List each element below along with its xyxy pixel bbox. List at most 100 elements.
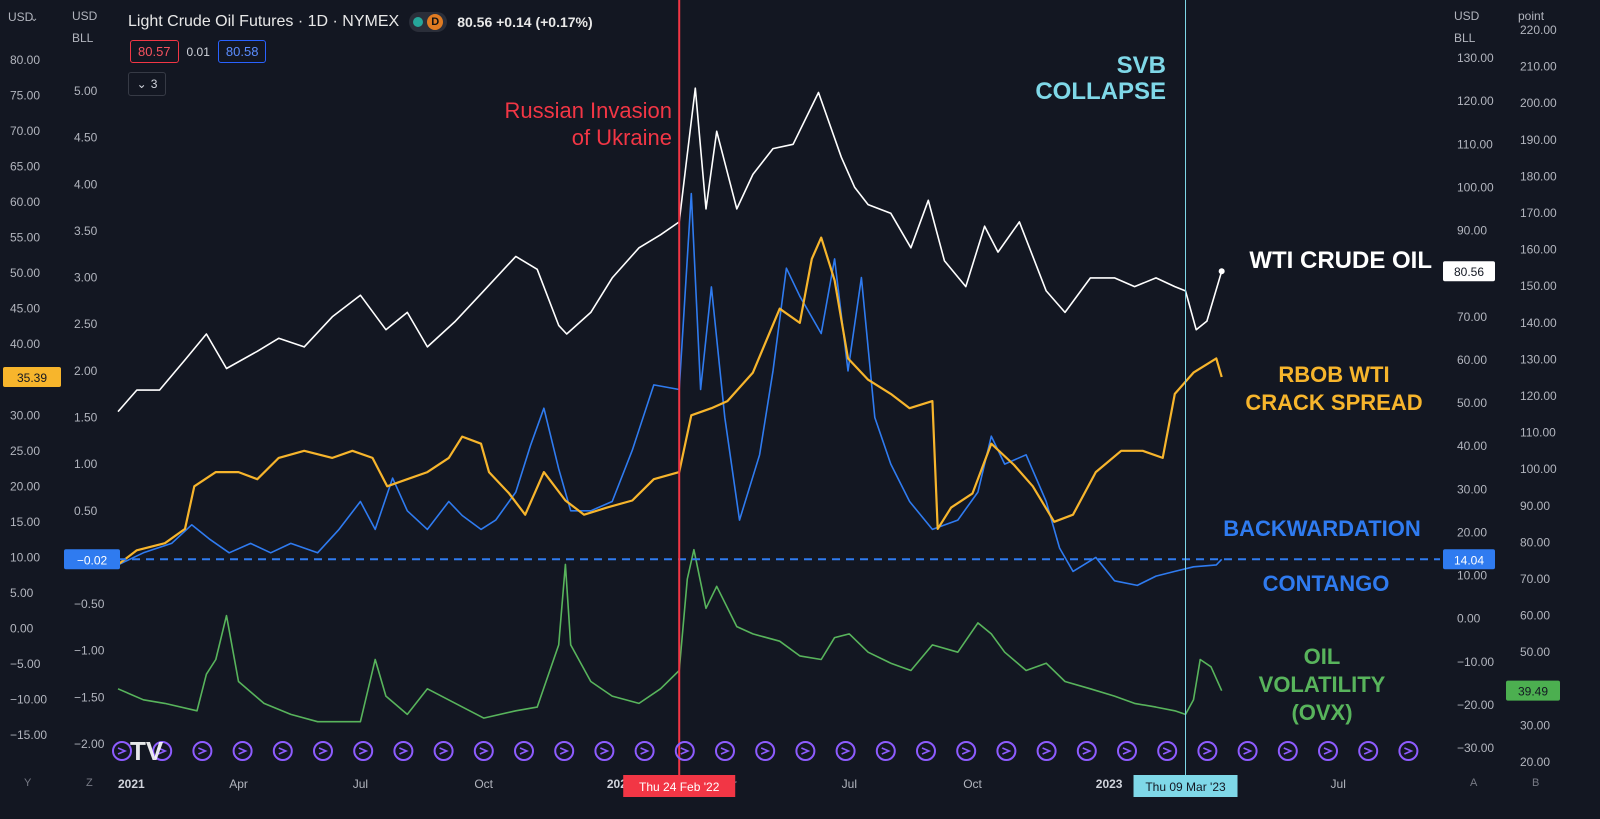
event-marker-arrow xyxy=(600,747,610,755)
event-date-tag-bg xyxy=(623,775,736,797)
bottom-right-corner-label[interactable]: A xyxy=(1470,777,1478,789)
event-marker-icon[interactable] xyxy=(152,741,173,761)
axis-tick-right-inner: 90.00 xyxy=(1457,224,1487,238)
axis-tick-left-inner: 5.00 xyxy=(74,84,98,98)
event-marker-icon[interactable] xyxy=(554,741,575,761)
event-marker-icon[interactable] xyxy=(996,741,1017,761)
event-date-text: Thu 24 Feb '22 xyxy=(639,780,720,794)
event-marker-icon[interactable] xyxy=(272,741,293,761)
event-marker-arrow xyxy=(157,747,168,755)
event-marker-arrow xyxy=(680,747,690,755)
bottom-right2-corner-label[interactable]: B xyxy=(1532,777,1539,789)
axis-tick-right-outer: 140.00 xyxy=(1520,316,1557,330)
event-marker-icon[interactable] xyxy=(353,741,374,761)
event-marker-icon[interactable] xyxy=(192,741,213,761)
axis-tick-right-outer: 90.00 xyxy=(1520,499,1550,513)
event-marker-icon[interactable] xyxy=(634,741,655,761)
chart-header: Light Crude Oil Futures · 1D · NYMEX D 8… xyxy=(128,10,593,34)
event-marker-icon[interactable] xyxy=(835,741,856,761)
series-line-wti-crude-oil[interactable] xyxy=(117,87,1223,413)
event-marker-icon[interactable] xyxy=(1398,741,1419,761)
event-marker-ring xyxy=(1318,741,1338,761)
event-marker-icon[interactable] xyxy=(674,741,695,761)
price-tag-value: 39.49 xyxy=(1518,685,1548,699)
axis-tick-left-outer: 15.00 xyxy=(10,515,40,529)
event-marker-ring xyxy=(313,741,333,761)
event-marker-ring xyxy=(1197,741,1218,761)
event-marker-icon[interactable] xyxy=(1197,741,1218,761)
event-marker-icon[interactable] xyxy=(393,741,414,761)
event-marker-icon[interactable] xyxy=(433,741,454,761)
event-marker-icon[interactable] xyxy=(313,741,333,761)
event-marker-ring xyxy=(1036,741,1057,761)
axis-tick-left-outer: 65.00 xyxy=(10,160,40,174)
event-marker-icon[interactable] xyxy=(1358,741,1379,761)
axis-tick-right-inner: 50.00 xyxy=(1457,396,1487,410)
axis-tick-right-outer: 50.00 xyxy=(1520,645,1550,659)
event-marker-icon[interactable] xyxy=(875,741,896,761)
axis-tick-left-outer: 75.00 xyxy=(10,89,40,103)
event-marker-icon[interactable] xyxy=(594,741,615,761)
bottom-left-corner-label[interactable]: Y xyxy=(24,777,32,789)
event-marker-icon[interactable] xyxy=(473,741,494,761)
event-marker-icon[interactable] xyxy=(1036,741,1057,761)
event-marker-icon[interactable] xyxy=(1277,741,1298,761)
series-line-backwardation-contango[interactable] xyxy=(117,192,1223,587)
x-axis-tick: Jul xyxy=(842,777,857,791)
left-unit-currency: USD xyxy=(72,9,98,23)
axis-tick-left-outer: 60.00 xyxy=(10,195,40,209)
event-marker-ring xyxy=(192,741,213,761)
axis-tick-right-outer: 110.00 xyxy=(1520,426,1556,440)
axis-tick-right-inner: 0.00 xyxy=(1457,612,1481,626)
event-marker-arrow xyxy=(1203,747,1213,755)
axis-tick-right-inner: 40.00 xyxy=(1457,439,1487,453)
event-marker-icon[interactable] xyxy=(1157,741,1178,761)
event-marker-ring xyxy=(956,741,977,761)
symbol-title[interactable]: Light Crude Oil Futures · 1D · NYMEX xyxy=(128,13,400,30)
axis-tick-right-outer: 210.00 xyxy=(1520,60,1557,74)
series-line-rbob-wti-crack-spread[interactable] xyxy=(117,236,1223,566)
indicators-toggle-button[interactable]: ⌄ 3 xyxy=(128,72,166,96)
event-marker-icon[interactable] xyxy=(1076,741,1097,761)
event-marker-ring xyxy=(755,741,776,761)
axis-tick-right-inner: 10.00 xyxy=(1457,569,1487,583)
event-marker-icon[interactable] xyxy=(1117,741,1137,761)
right-unit-selector[interactable]: BLL xyxy=(1454,31,1476,45)
event-marker-icon[interactable] xyxy=(1237,741,1258,761)
series-line-oil-volatility-ovx[interactable] xyxy=(117,548,1223,723)
axis-tick-left-outer: 10.00 xyxy=(10,550,40,564)
event-marker-icon[interactable] xyxy=(715,741,735,761)
dashed-level-left-value: −0.02 xyxy=(77,553,108,567)
event-marker-arrow xyxy=(318,747,329,755)
event-marker-icon[interactable] xyxy=(916,741,936,761)
right-currency-selector[interactable]: USD xyxy=(1454,9,1480,23)
event-marker-icon[interactable] xyxy=(1318,741,1338,761)
sell-price-button[interactable]: 80.57 xyxy=(130,40,179,63)
last-price-change: 80.56 +0.14 (+0.17%) xyxy=(457,14,593,30)
event-marker-icon[interactable] xyxy=(755,741,776,761)
event-marker-icon[interactable] xyxy=(514,741,534,761)
buy-price-button[interactable]: 80.58 xyxy=(217,40,267,63)
event-marker-arrow xyxy=(1323,747,1334,755)
event-marker-icon[interactable] xyxy=(112,741,132,761)
axis-tick-left-inner: −0.50 xyxy=(74,597,105,611)
axis-tick-left-outer: 0.00 xyxy=(10,621,34,635)
event-marker-ring xyxy=(554,741,575,761)
axis-tick-left-outer: 45.00 xyxy=(10,302,40,316)
axis-tick-left-inner: 1.50 xyxy=(74,411,98,425)
market-status[interactable]: D xyxy=(409,12,448,32)
event-marker-icon[interactable] xyxy=(956,741,977,761)
event-marker-icon[interactable] xyxy=(795,741,816,761)
left-currency-selector[interactable]: USD xyxy=(8,10,34,24)
axis-tick-right-inner: 70.00 xyxy=(1457,310,1487,324)
price-tag-bg xyxy=(1506,680,1560,701)
event-marker-ring xyxy=(112,741,132,761)
event-marker-arrow xyxy=(1162,747,1173,755)
axis-corner-labels: USD ⌄ USD BLL USD BLL point xyxy=(8,9,1545,45)
axis-tick-right-inner: 60.00 xyxy=(1457,353,1487,367)
bottom-left2-corner-label[interactable]: Z xyxy=(86,777,93,789)
x-axis-tick: Oct xyxy=(474,777,493,791)
event-marker-icon[interactable] xyxy=(232,741,253,761)
spread-value: 0.01 xyxy=(186,44,210,59)
